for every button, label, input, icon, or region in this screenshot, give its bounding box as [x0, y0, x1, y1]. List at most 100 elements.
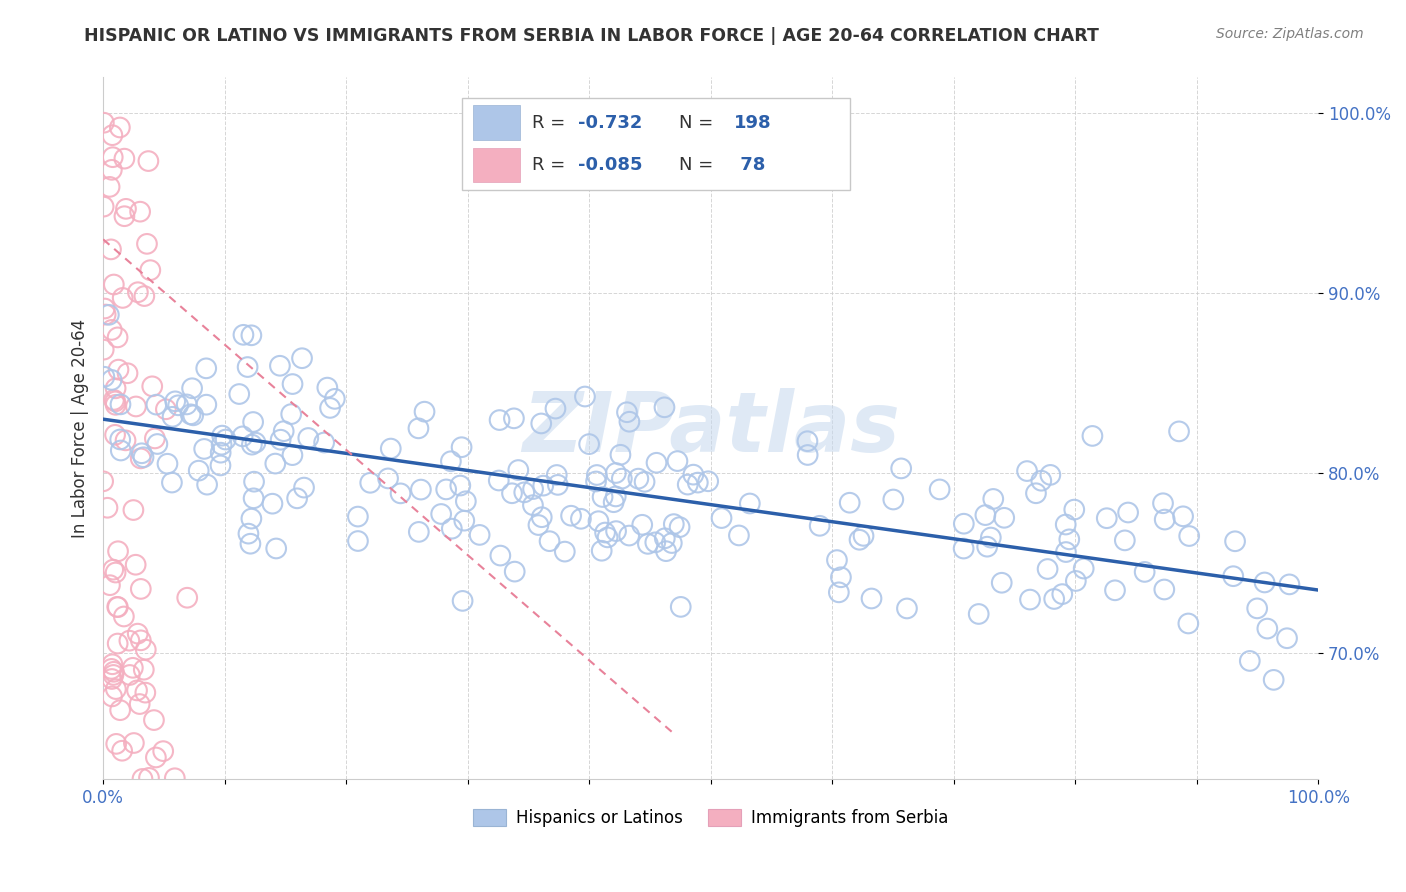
Point: [605, 490, 627, 504]
Point: [569, 512, 592, 526]
Point: [454, 494, 477, 508]
Point: [104, 566, 127, 580]
Point: [131, 446, 153, 460]
Point: [127, 626, 149, 640]
Point: [489, 549, 512, 563]
Point: [967, 607, 990, 621]
Point: [440, 522, 463, 536]
Point: [1063, 502, 1085, 516]
Point: [593, 525, 616, 540]
Point: [209, 458, 232, 473]
Point: [1133, 565, 1156, 579]
Point: [503, 411, 526, 425]
Point: [666, 454, 689, 468]
Point: [547, 478, 569, 492]
Point: [104, 381, 127, 395]
Point: [682, 467, 704, 482]
Text: HISPANIC OR LATINO VS IMMIGRANTS FROM SERBIA IN LABOR FORCE | AGE 20-64 CORRELAT: HISPANIC OR LATINO VS IMMIGRANTS FROM SE…: [84, 27, 1099, 45]
Point: [527, 518, 550, 533]
Point: [108, 433, 131, 447]
Point: [118, 668, 141, 682]
Point: [468, 528, 491, 542]
Point: [112, 152, 135, 166]
Point: [181, 381, 204, 395]
Point: [118, 633, 141, 648]
Point: [91, 475, 114, 489]
Point: [101, 690, 124, 704]
Point: [101, 128, 124, 143]
Point: [167, 398, 190, 412]
Point: [990, 575, 1012, 590]
Point: [860, 591, 883, 606]
Point: [591, 543, 613, 558]
Point: [111, 744, 134, 758]
Point: [531, 478, 554, 492]
Point: [211, 438, 233, 452]
Point: [132, 663, 155, 677]
Point: [269, 359, 291, 373]
Point: [981, 491, 1004, 506]
Point: [928, 483, 950, 497]
Point: [974, 508, 997, 522]
Point: [136, 236, 159, 251]
Point: [637, 537, 659, 551]
Point: [1168, 425, 1191, 439]
Point: [952, 541, 974, 556]
Point: [451, 594, 474, 608]
Point: [574, 390, 596, 404]
Point: [560, 508, 582, 523]
Point: [104, 398, 127, 412]
Point: [100, 243, 122, 257]
Point: [710, 511, 733, 525]
Point: [273, 424, 295, 438]
Point: [430, 507, 453, 521]
Point: [152, 744, 174, 758]
Point: [513, 485, 536, 500]
Point: [602, 495, 624, 509]
Point: [134, 685, 156, 699]
Point: [538, 534, 561, 549]
Point: [1052, 587, 1074, 601]
Point: [1178, 529, 1201, 543]
Point: [1031, 474, 1053, 488]
Point: [522, 482, 544, 496]
Point: [292, 481, 315, 495]
Point: [619, 415, 641, 429]
Point: [588, 514, 610, 528]
Point: [242, 415, 264, 429]
Point: [508, 463, 530, 477]
Point: [103, 277, 125, 292]
Point: [1171, 509, 1194, 524]
Y-axis label: In Labor Force | Age 20-64: In Labor Force | Age 20-64: [72, 318, 89, 538]
Point: [143, 432, 166, 446]
Point: [413, 405, 436, 419]
Point: [270, 433, 292, 447]
Point: [668, 520, 690, 534]
Point: [101, 657, 124, 672]
Point: [93, 301, 115, 316]
Point: [101, 672, 124, 686]
Point: [380, 442, 402, 456]
Point: [110, 443, 132, 458]
Point: [434, 483, 457, 497]
Point: [896, 601, 918, 615]
Point: [138, 154, 160, 169]
Point: [114, 434, 136, 448]
Point: [676, 477, 699, 491]
Point: [1015, 464, 1038, 478]
Point: [107, 362, 129, 376]
Point: [156, 457, 179, 471]
Point: [585, 475, 607, 489]
Point: [108, 703, 131, 717]
Point: [239, 537, 262, 551]
Point: [1153, 582, 1175, 597]
Point: [440, 454, 463, 468]
Point: [107, 544, 129, 558]
Point: [111, 291, 134, 305]
Point: [654, 531, 676, 545]
Point: [180, 407, 202, 421]
Point: [1043, 591, 1066, 606]
Point: [98, 578, 121, 592]
Text: Source: ZipAtlas.com: Source: ZipAtlas.com: [1216, 27, 1364, 41]
Point: [101, 162, 124, 177]
